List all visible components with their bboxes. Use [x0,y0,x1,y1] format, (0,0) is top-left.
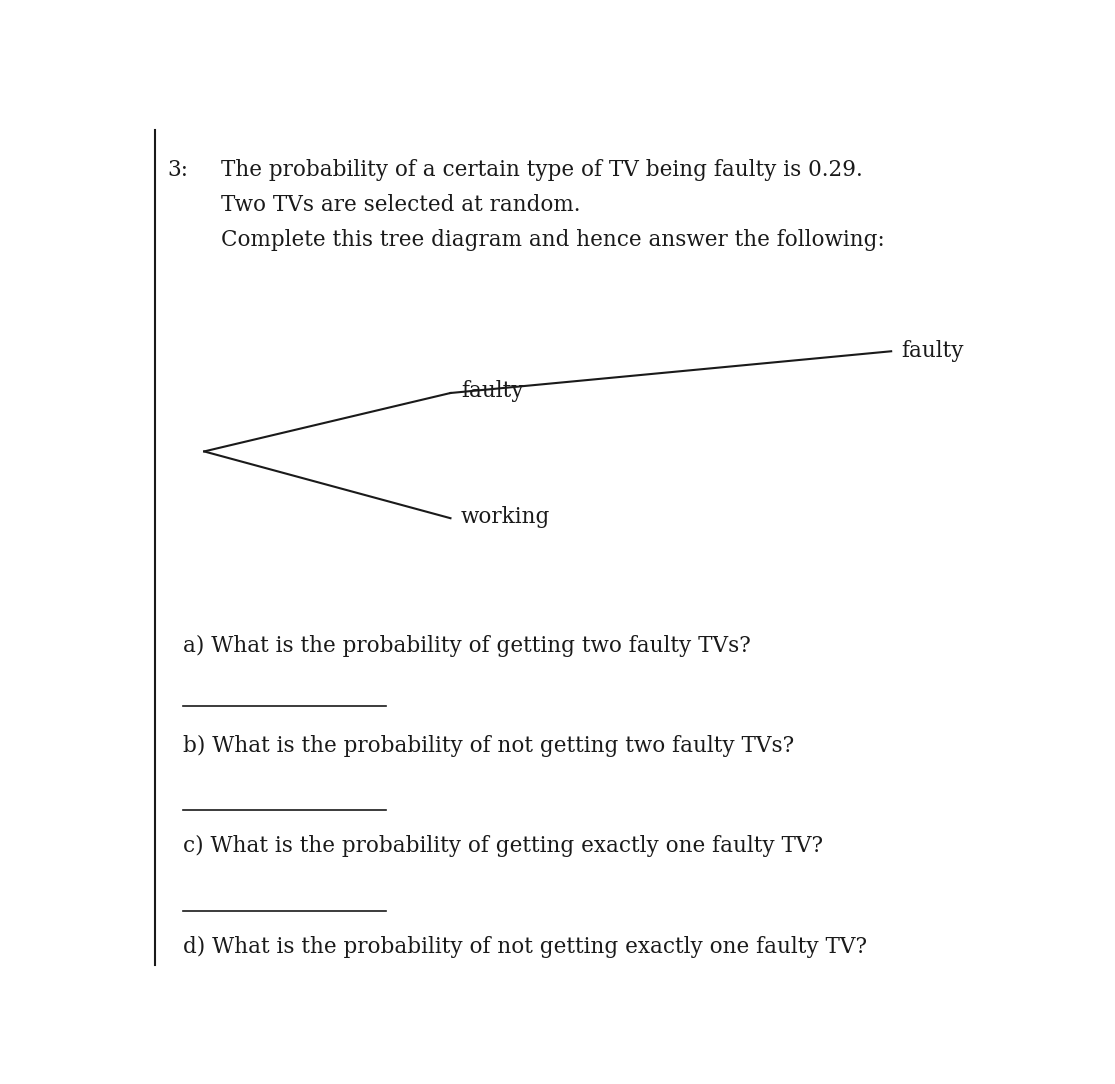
Text: Complete this tree diagram and hence answer the following:: Complete this tree diagram and hence ans… [222,230,885,251]
Text: Two TVs are selected at random.: Two TVs are selected at random. [222,194,581,217]
Text: faulty: faulty [902,340,964,362]
Text: a) What is the probability of getting two faulty TVs?: a) What is the probability of getting tw… [183,635,750,657]
Text: c) What is the probability of getting exactly one faulty TV?: c) What is the probability of getting ex… [183,836,823,857]
Text: The probability of a certain type of TV being faulty is 0.29.: The probability of a certain type of TV … [222,159,863,181]
Text: b) What is the probability of not getting two faulty TVs?: b) What is the probability of not gettin… [183,735,794,758]
Text: d) What is the probability of not getting exactly one faulty TV?: d) What is the probability of not gettin… [183,935,866,957]
Text: 3:: 3: [167,159,188,181]
Text: working: working [460,505,550,528]
Text: faulty: faulty [460,380,523,402]
